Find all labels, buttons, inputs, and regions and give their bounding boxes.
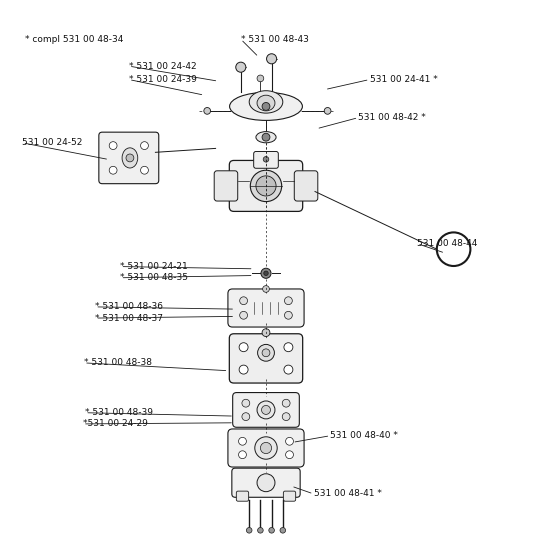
Text: * 531 00 48-35: * 531 00 48-35 — [120, 273, 188, 282]
Circle shape — [240, 311, 248, 319]
Circle shape — [264, 271, 268, 276]
Circle shape — [257, 75, 264, 82]
Circle shape — [257, 401, 275, 419]
Ellipse shape — [249, 91, 283, 113]
FancyBboxPatch shape — [236, 491, 249, 501]
Ellipse shape — [230, 92, 302, 120]
Circle shape — [263, 156, 269, 162]
Circle shape — [239, 437, 246, 445]
Text: 531 00 24-41 *: 531 00 24-41 * — [370, 75, 437, 84]
Circle shape — [141, 142, 148, 150]
FancyBboxPatch shape — [99, 132, 159, 184]
Circle shape — [284, 297, 292, 305]
Circle shape — [242, 399, 250, 407]
Circle shape — [258, 344, 274, 361]
FancyBboxPatch shape — [214, 171, 237, 201]
Text: * 531 00 24-42: * 531 00 24-42 — [129, 62, 197, 71]
Circle shape — [141, 166, 148, 174]
Circle shape — [109, 166, 117, 174]
Text: 531 00 24-52: 531 00 24-52 — [22, 138, 83, 147]
Text: * 531 00 48-43: * 531 00 48-43 — [241, 35, 309, 44]
FancyBboxPatch shape — [228, 289, 304, 327]
Circle shape — [324, 108, 331, 114]
Circle shape — [286, 437, 293, 445]
Circle shape — [236, 62, 246, 72]
Circle shape — [282, 413, 290, 421]
Circle shape — [284, 311, 292, 319]
Circle shape — [267, 54, 277, 64]
FancyBboxPatch shape — [254, 151, 278, 168]
Circle shape — [246, 528, 252, 533]
Ellipse shape — [257, 95, 275, 111]
Circle shape — [269, 528, 274, 533]
Circle shape — [262, 405, 270, 414]
Circle shape — [250, 170, 282, 202]
Text: * 531 00 24-21: * 531 00 24-21 — [120, 262, 188, 271]
Circle shape — [284, 365, 293, 374]
FancyBboxPatch shape — [232, 468, 300, 497]
Circle shape — [284, 343, 293, 352]
Circle shape — [255, 437, 277, 459]
Circle shape — [239, 343, 248, 352]
FancyBboxPatch shape — [295, 171, 318, 201]
Text: *531 00 24-29: *531 00 24-29 — [83, 419, 148, 428]
FancyBboxPatch shape — [232, 393, 299, 427]
Text: * compl 531 00 48-34: * compl 531 00 48-34 — [25, 35, 124, 44]
Circle shape — [260, 442, 272, 454]
Text: 531 00 48-41 *: 531 00 48-41 * — [314, 489, 381, 498]
Text: * 531 00 48-36: * 531 00 48-36 — [95, 302, 163, 311]
Circle shape — [280, 528, 286, 533]
Circle shape — [262, 329, 270, 337]
Circle shape — [261, 268, 271, 278]
FancyBboxPatch shape — [283, 491, 296, 501]
Text: 531 00 48-40 *: 531 00 48-40 * — [330, 431, 398, 440]
FancyBboxPatch shape — [228, 429, 304, 467]
FancyBboxPatch shape — [230, 334, 302, 383]
Circle shape — [109, 142, 117, 150]
Circle shape — [262, 349, 270, 357]
Circle shape — [257, 474, 275, 492]
Text: 531 00 48-44: 531 00 48-44 — [417, 239, 478, 248]
Circle shape — [282, 399, 290, 407]
Circle shape — [204, 108, 211, 114]
Text: * 531 00 48-37: * 531 00 48-37 — [95, 314, 163, 323]
Circle shape — [239, 451, 246, 459]
Circle shape — [262, 133, 270, 141]
Text: * 531 00 24-39: * 531 00 24-39 — [129, 75, 197, 84]
Circle shape — [258, 528, 263, 533]
Circle shape — [286, 451, 293, 459]
Circle shape — [126, 154, 134, 162]
Circle shape — [239, 365, 248, 374]
Circle shape — [256, 176, 276, 196]
Circle shape — [262, 102, 270, 110]
Text: * 531 00 48-38: * 531 00 48-38 — [84, 358, 152, 367]
Text: * 531 00 48-39: * 531 00 48-39 — [85, 408, 153, 417]
Circle shape — [263, 286, 269, 292]
Text: 531 00 48-42 *: 531 00 48-42 * — [358, 113, 426, 122]
Circle shape — [240, 297, 248, 305]
Circle shape — [242, 413, 250, 421]
FancyBboxPatch shape — [230, 160, 302, 211]
Ellipse shape — [122, 148, 138, 168]
Ellipse shape — [256, 132, 276, 143]
